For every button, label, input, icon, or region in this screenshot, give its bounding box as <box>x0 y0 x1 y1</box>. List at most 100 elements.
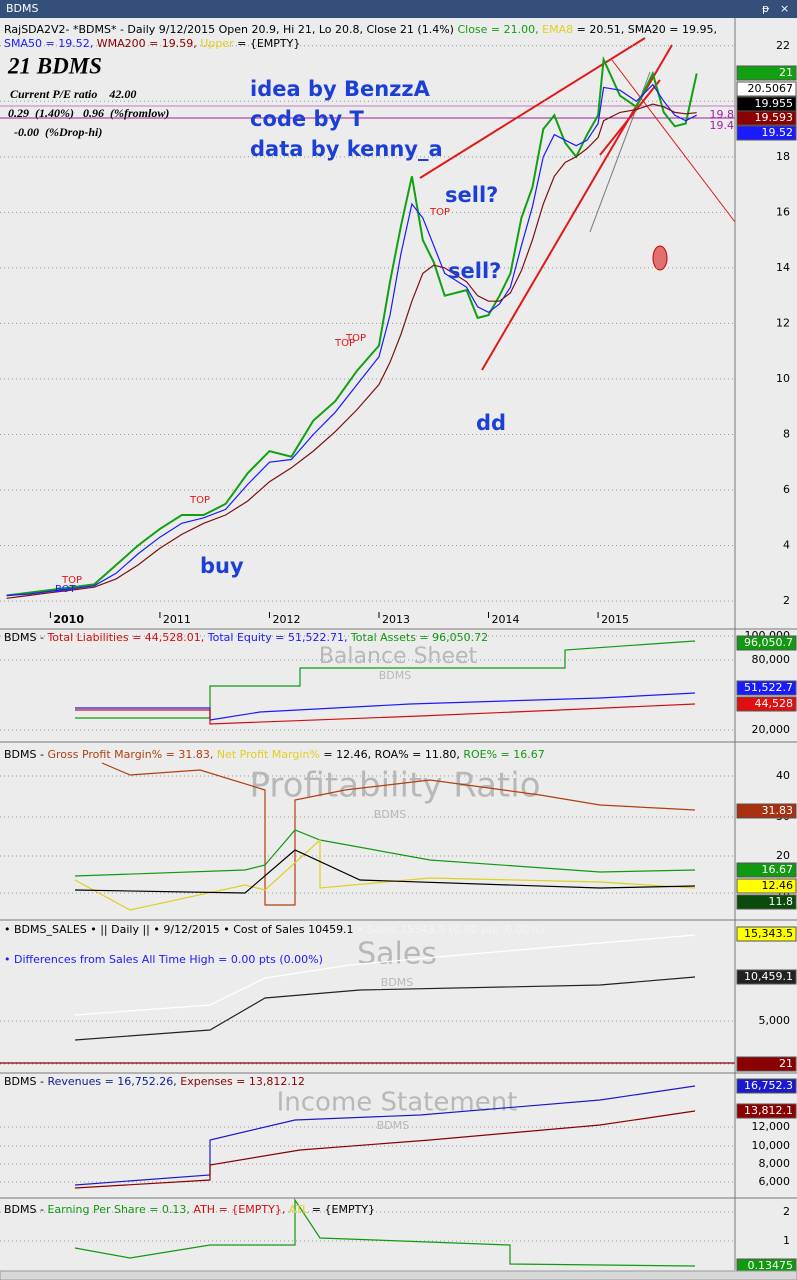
axis-label: 12,000 <box>752 1120 791 1133</box>
header-segment: Total Assets = 96,050.72 <box>347 631 488 644</box>
header-line: • Differences from Sales All Time High =… <box>4 953 323 966</box>
symbol: 21 BDMS <box>7 53 102 78</box>
header-line: SMA50 = 19.52, WMA200 = 19.59, Upper = {… <box>4 37 300 50</box>
x-tick-label: 2014 <box>492 613 520 626</box>
watermark-symbol: BDMS <box>377 1119 410 1132</box>
axis-label: 5,000 <box>759 1014 791 1027</box>
value-box <box>736 803 797 819</box>
watermark-symbol: BDMS <box>381 976 414 989</box>
signal-label: TOP <box>429 207 450 218</box>
annotation: sell? <box>448 259 501 283</box>
indicator-line <box>74 934 696 1016</box>
axis-label: 6,000 <box>759 1175 791 1188</box>
value-box <box>736 1103 797 1119</box>
y-tick-label: 2 <box>783 594 790 607</box>
header-segment: BDMS - <box>4 748 47 761</box>
header-segment: = 12.46, ROA% = 11.80, <box>320 748 460 761</box>
watermark-symbol: BDMS <box>374 808 407 821</box>
y-tick-label: 14 <box>776 261 790 274</box>
watermark-symbol: BDMS <box>379 669 412 682</box>
close-button[interactable]: × <box>780 2 789 15</box>
price-line <box>6 103 697 599</box>
value-box-label: 16,752.3 <box>744 1079 793 1092</box>
y-tick-label: 12 <box>776 316 790 329</box>
header-line: BDMS - Revenues = 16,752.26, Expenses = … <box>4 1075 305 1088</box>
value-box <box>736 894 797 910</box>
header-segment: RajSDA2V2- *BDMS* - Daily 9/12/2015 Open… <box>4 23 457 36</box>
header-segment: Net Profit Margin% <box>213 748 320 761</box>
from-low: 0.29 (1.40%) 0.96 (%fromlow) <box>8 106 169 120</box>
header-segment: Revenues = 16,752.26, <box>47 1075 176 1088</box>
value-box <box>736 878 797 894</box>
header-segment: BDMS - <box>4 631 47 644</box>
y-tick-label: 4 <box>783 539 790 552</box>
trend-line <box>611 59 736 223</box>
header-segment: • BDMS_SALES • || Daily || • 9/12/2015 •… <box>4 923 357 936</box>
header-segment: Gross Profit Margin% = 31.83, <box>47 748 213 761</box>
value-box <box>736 696 797 712</box>
value-box-label: 44,528 <box>755 697 794 710</box>
indicator-line <box>75 692 696 721</box>
value-box-label: 11.8 <box>769 895 794 908</box>
value-box-label: 21 <box>779 66 793 79</box>
value-box <box>736 1056 797 1072</box>
header-segment: • Sales 15343.5 (0.00 pts 0.00%) <box>357 923 544 936</box>
axis-label: 8,000 <box>759 1157 791 1170</box>
value-box <box>736 680 797 696</box>
header-line: • BDMS_SALES • || Daily || • 9/12/2015 •… <box>4 923 544 936</box>
value-box <box>736 110 797 126</box>
value-box-label: 31.83 <box>762 804 794 817</box>
header-line: BDMS - Earning Per Share = 0.13, ATH = {… <box>4 1203 375 1216</box>
window-title: BDMS <box>6 2 39 15</box>
value-box <box>736 862 797 878</box>
watermark: Sales <box>357 937 437 972</box>
axis-label: 20 <box>776 849 790 862</box>
watermark: Profitability Ratio <box>250 766 541 806</box>
annotation: dd <box>476 411 506 435</box>
header-segment: Total Liabilities = 44,528.01, <box>46 631 204 644</box>
header-segment: • Differences from Sales All Time High =… <box>4 953 323 966</box>
value-box-label: 15,343.5 <box>744 927 793 940</box>
level-label: 19.8 <box>710 108 735 121</box>
chart-area <box>0 37 736 602</box>
trend-line <box>419 37 646 179</box>
header-line: BDMS - Gross Profit Margin% = 31.83, Net… <box>4 748 545 761</box>
indicator-line <box>74 1110 696 1189</box>
pin-button[interactable]: ᵽ <box>762 2 770 15</box>
value-box <box>736 969 797 985</box>
tab-bar <box>0 1270 797 1280</box>
signal-label: BOT <box>55 584 77 595</box>
pe-ratio: Current P/E ratio 42.00 <box>10 87 136 101</box>
axis-label: 80,000 <box>752 653 791 666</box>
watermark: Income Statement <box>277 1088 518 1118</box>
indicator-line <box>74 976 696 1041</box>
value-box <box>736 926 797 942</box>
value-box <box>736 635 797 651</box>
y-tick-label: 10 <box>776 372 790 385</box>
value-box <box>736 81 797 97</box>
header-segment: Total Equity = 51,522.71, <box>204 631 347 644</box>
value-box <box>736 65 797 81</box>
price-line <box>6 83 697 597</box>
indicator-line <box>74 849 696 894</box>
y-tick-label: 18 <box>776 150 790 163</box>
value-box-label: 10,459.1 <box>744 970 793 983</box>
indicator-line <box>101 762 696 906</box>
x-tick-label: 2013 <box>382 613 410 626</box>
signal-label: TOP <box>189 495 210 506</box>
value-box-label: 19.955 <box>755 97 794 110</box>
value-box <box>736 1078 797 1094</box>
axis-label: 10,000 <box>752 1139 791 1152</box>
signal-label: TOP <box>345 333 366 344</box>
y-tick-label: 16 <box>776 205 790 218</box>
value-box-label: 19.52 <box>762 126 794 139</box>
header-segment: Earning Per Share = 0.13, <box>47 1203 189 1216</box>
x-tick-label: 2012 <box>272 613 300 626</box>
header-segment: Close = 21.00, <box>457 23 542 36</box>
x-tick-label: 2010 <box>53 613 84 626</box>
value-box-label: 20.5067 <box>748 82 794 95</box>
value-box-label: 19.593 <box>755 111 794 124</box>
y-tick-label: 6 <box>783 483 790 496</box>
value-box-label: 12.46 <box>762 879 794 892</box>
